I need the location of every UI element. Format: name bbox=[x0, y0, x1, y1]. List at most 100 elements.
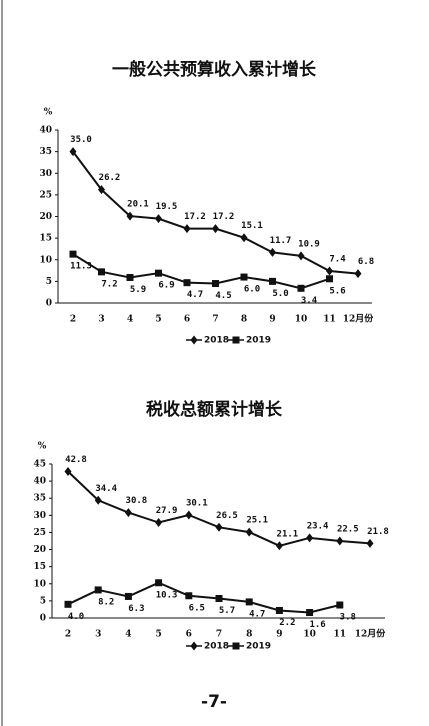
value-label: 1.6 bbox=[309, 620, 325, 630]
diamond-marker bbox=[297, 251, 305, 261]
diamond-marker bbox=[64, 467, 72, 477]
square-marker bbox=[215, 594, 223, 602]
page-number: -7- bbox=[201, 692, 227, 712]
diamond-marker bbox=[306, 533, 314, 543]
x-tick-label: 2 bbox=[65, 630, 71, 640]
square-marker bbox=[124, 592, 132, 600]
diamond-marker bbox=[190, 335, 198, 345]
x-tick-label: 10 bbox=[303, 630, 316, 640]
diamond-marker bbox=[336, 536, 344, 546]
x-tick-label: 4 bbox=[125, 630, 131, 640]
y-tick-label: 30 bbox=[39, 169, 52, 179]
value-label: 4.7 bbox=[249, 609, 265, 619]
square-marker bbox=[212, 280, 219, 288]
value-label: 20.1 bbox=[127, 200, 149, 210]
value-label: 26.5 bbox=[216, 511, 238, 521]
value-label: 4.5 bbox=[215, 291, 231, 301]
value-label: 27.9 bbox=[156, 506, 178, 516]
value-label: 17.2 bbox=[213, 212, 235, 222]
diamond-marker bbox=[183, 224, 191, 234]
value-label: 19.5 bbox=[156, 202, 178, 212]
square-marker bbox=[245, 598, 253, 606]
x-tick-label: 8 bbox=[241, 315, 247, 325]
square-marker bbox=[183, 279, 191, 287]
square-marker bbox=[297, 284, 305, 292]
x-tick-label: 6 bbox=[184, 315, 190, 325]
legend-label: 2018 bbox=[204, 336, 229, 346]
x-tick-label: 3 bbox=[98, 315, 104, 325]
value-label: 5.6 bbox=[329, 286, 345, 296]
square-marker bbox=[64, 600, 72, 608]
diamond-marker bbox=[212, 224, 219, 234]
x-tick-label: 9 bbox=[276, 630, 282, 640]
value-label: 17.2 bbox=[184, 212, 206, 222]
square-marker bbox=[275, 606, 283, 614]
y-tick-label: 10 bbox=[39, 255, 52, 265]
x-tick-label: 5 bbox=[155, 630, 161, 640]
y-tick-label: 0 bbox=[46, 299, 52, 309]
square-marker bbox=[336, 601, 344, 609]
y-axis-label: % bbox=[38, 442, 47, 452]
value-label: 34.4 bbox=[95, 484, 117, 494]
y-tick-label: 20 bbox=[39, 212, 52, 222]
value-label: 22.5 bbox=[337, 525, 359, 535]
value-label: 25.1 bbox=[246, 516, 268, 526]
value-label: 6.5 bbox=[189, 603, 205, 613]
diamond-marker bbox=[245, 527, 253, 537]
value-label: 3.4 bbox=[301, 296, 318, 306]
diamond-marker bbox=[69, 147, 77, 157]
x-tick-label: 12月份 bbox=[343, 313, 375, 325]
x-tick-label: 11 bbox=[323, 315, 336, 325]
value-label: 26.2 bbox=[99, 173, 121, 183]
value-label: 11.3 bbox=[70, 262, 92, 272]
x-tick-label: 3 bbox=[95, 630, 101, 640]
y-tick-label: 5 bbox=[46, 277, 52, 287]
value-label: 42.8 bbox=[65, 455, 87, 465]
y-tick-label: 20 bbox=[33, 545, 46, 555]
diamond-marker bbox=[240, 233, 248, 243]
diamond-marker bbox=[190, 641, 198, 651]
value-label: 3.8 bbox=[340, 612, 356, 622]
chart-title: 一般公共预算收入累计增长 bbox=[112, 59, 317, 80]
y-tick-label: 35 bbox=[33, 494, 46, 504]
y-tick-label: 25 bbox=[39, 190, 52, 200]
legend-label: 2019 bbox=[246, 336, 271, 346]
value-label: 6.3 bbox=[128, 604, 144, 614]
square-marker bbox=[232, 642, 240, 650]
y-tick-label: 25 bbox=[33, 528, 46, 538]
value-label: 21.1 bbox=[277, 529, 299, 539]
value-label: 10.3 bbox=[156, 590, 178, 600]
diamond-marker bbox=[124, 508, 132, 518]
diamond-marker bbox=[98, 185, 105, 195]
diamond-marker bbox=[326, 266, 333, 276]
legend-label: 2018 bbox=[204, 642, 229, 652]
diamond-marker bbox=[215, 522, 223, 532]
y-tick-label: 40 bbox=[33, 477, 46, 487]
value-label: 5.0 bbox=[272, 289, 288, 299]
square-marker bbox=[155, 579, 163, 587]
square-marker bbox=[240, 273, 248, 281]
diamond-marker bbox=[155, 214, 162, 224]
series-line bbox=[72, 253, 330, 290]
y-tick-label: 45 bbox=[33, 460, 46, 470]
series-line bbox=[67, 470, 371, 547]
value-label: 5.9 bbox=[130, 285, 146, 295]
value-label: 21.8 bbox=[367, 527, 389, 537]
square-marker bbox=[269, 277, 276, 285]
value-label: 15.1 bbox=[241, 221, 263, 231]
square-marker bbox=[185, 592, 193, 600]
value-label: 4.7 bbox=[187, 290, 203, 300]
x-tick-label: 11 bbox=[334, 630, 347, 640]
y-tick-label: 5 bbox=[40, 596, 46, 606]
square-marker bbox=[232, 336, 240, 344]
square-marker bbox=[326, 275, 333, 283]
x-tick-label: 7 bbox=[216, 630, 222, 640]
diamond-marker bbox=[354, 269, 362, 279]
value-label: 7.4 bbox=[329, 254, 346, 264]
value-label: 6.0 bbox=[244, 285, 260, 295]
x-tick-label: 4 bbox=[127, 315, 133, 325]
diamond-marker bbox=[275, 541, 283, 551]
x-tick-label: 10 bbox=[295, 315, 308, 325]
x-tick-label: 6 bbox=[186, 630, 192, 640]
